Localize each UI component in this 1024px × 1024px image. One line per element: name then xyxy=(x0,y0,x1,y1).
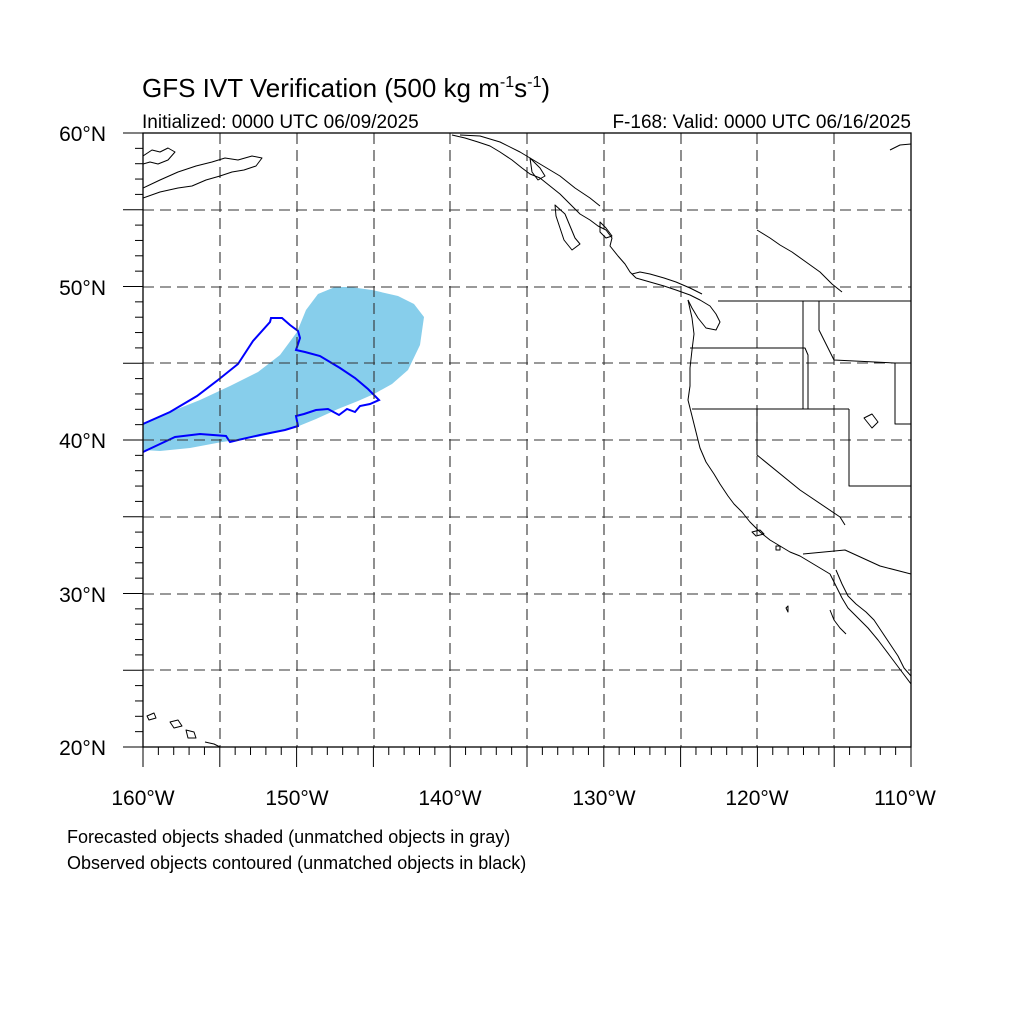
forecast-object-shading xyxy=(143,287,424,451)
tick-marks xyxy=(123,132,912,767)
y-tick-label: 40°N xyxy=(59,430,106,453)
x-tick-label: 160°W xyxy=(111,787,174,810)
y-tick-label: 20°N xyxy=(59,737,106,760)
y-tick-label: 30°N xyxy=(59,584,106,607)
x-tick-label: 150°W xyxy=(265,787,328,810)
y-tick-label: 60°N xyxy=(59,123,106,146)
x-tick-label: 110°W xyxy=(874,787,936,810)
map-panel xyxy=(123,132,912,767)
x-tick-label: 140°W xyxy=(418,787,481,810)
y-axis-labels: 60°N 50°N 40°N 30°N 20°N xyxy=(59,123,106,760)
x-axis-labels: 160°W 150°W 140°W 130°W 120°W 110°W xyxy=(111,787,936,810)
y-tick-label: 50°N xyxy=(59,277,106,300)
observed-object-contour xyxy=(143,317,381,453)
coastlines xyxy=(143,134,911,747)
map-frame xyxy=(142,132,912,748)
legend-observed-note: Observed objects contoured (unmatched ob… xyxy=(67,853,526,873)
x-tick-label: 130°W xyxy=(572,787,635,810)
valid-label: F-168: Valid: 0000 UTC 06/16/2025 xyxy=(612,112,911,133)
map-title: GFS IVT Verification (500 kg m-1s-1) xyxy=(142,73,550,103)
graticule xyxy=(143,133,911,747)
legend-forecast-note: Forecasted objects shaded (unmatched obj… xyxy=(67,827,510,847)
x-tick-label: 120°W xyxy=(725,787,788,810)
initialized-label: Initialized: 0000 UTC 06/09/2025 xyxy=(142,112,419,133)
